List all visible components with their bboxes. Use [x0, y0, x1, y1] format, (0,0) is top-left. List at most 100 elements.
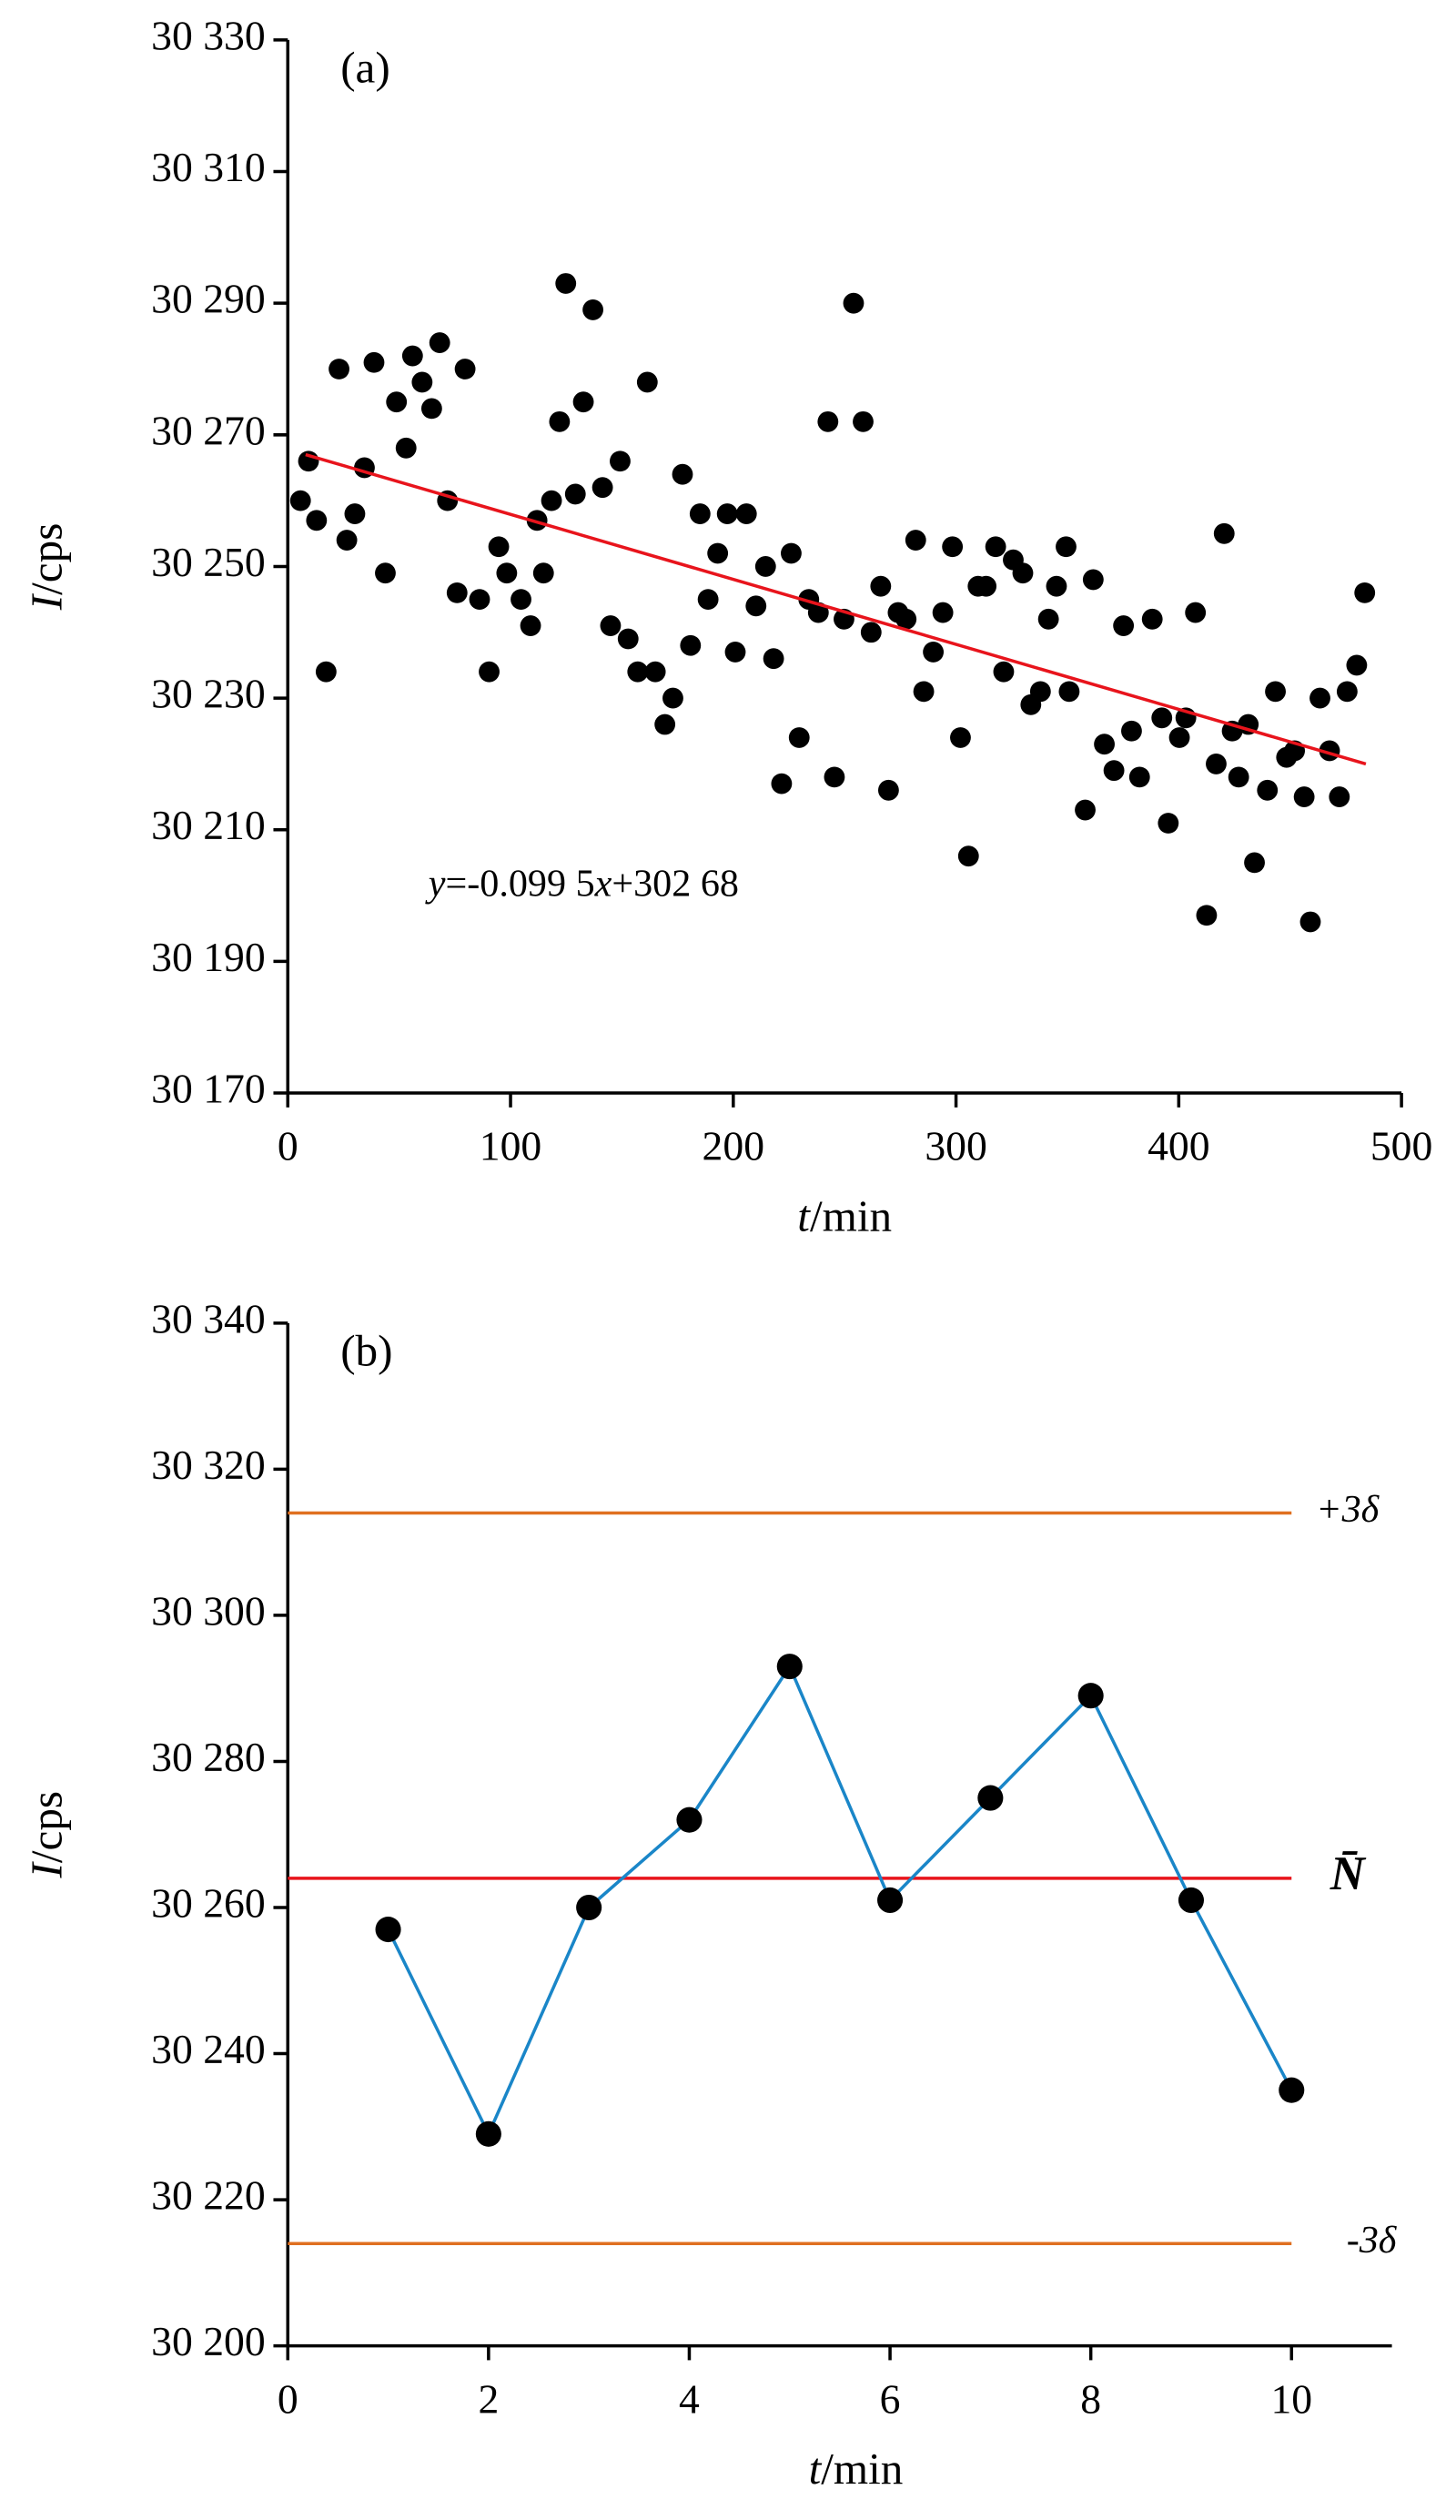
y-tick-label: 30 200	[151, 2318, 266, 2364]
x-axis-label-part: /min	[810, 1191, 892, 1241]
y-tick-label: 30 210	[151, 802, 266, 848]
data-point	[745, 595, 767, 617]
data-point	[1228, 766, 1249, 788]
data-point	[1185, 602, 1207, 623]
data-point	[877, 779, 899, 801]
y-tick-label: 30 310	[151, 144, 266, 190]
data-point	[1151, 707, 1173, 729]
data-point	[555, 273, 577, 294]
data-point	[344, 503, 366, 525]
data-point	[680, 634, 702, 656]
data-point	[1299, 911, 1321, 933]
reference-label: +3δ	[1316, 1488, 1380, 1531]
data-point	[627, 661, 649, 683]
data-point	[976, 575, 997, 597]
x-tick-label: 2	[478, 2375, 499, 2422]
data-point	[375, 1917, 401, 1943]
x-axis-label-part: t	[797, 1191, 811, 1241]
data-point	[411, 371, 433, 393]
data-point	[511, 589, 531, 611]
data-point	[993, 661, 1015, 683]
y-tick-label: 30 220	[151, 2172, 266, 2219]
data-point	[877, 1887, 904, 1914]
data-point	[1168, 727, 1190, 748]
equation-part: +302 68	[612, 862, 739, 905]
data-point	[1075, 799, 1096, 821]
y-tick-label: 30 250	[151, 539, 266, 585]
data-point	[662, 687, 683, 709]
panel-label: (a)	[340, 42, 390, 92]
data-point	[1196, 905, 1218, 926]
data-point	[1141, 608, 1163, 630]
data-point	[1354, 582, 1376, 603]
data-point	[306, 510, 328, 531]
data-point	[375, 562, 396, 584]
data-point	[1257, 779, 1279, 801]
x-tick-label: 0	[278, 2375, 298, 2422]
y-tick-label: 30 270	[151, 407, 266, 453]
data-point	[1346, 654, 1368, 676]
data-point	[1206, 754, 1227, 774]
data-point	[676, 1807, 703, 1833]
data-point	[363, 351, 385, 373]
data-point	[420, 398, 442, 420]
equation: y=-0.099 5x+302 68	[425, 862, 739, 905]
data-point	[576, 1894, 602, 1921]
x-axis-label-part: t	[809, 2444, 823, 2494]
y-tick-label: 30 340	[151, 1295, 266, 1341]
data-point	[386, 391, 408, 413]
data-point	[860, 622, 882, 643]
x-axis-label: t/min	[797, 1191, 892, 1241]
x-tick-label: 200	[703, 1123, 764, 1169]
data-point	[1121, 720, 1142, 742]
x-axis-label-part: /min	[821, 2444, 903, 2494]
data-point	[1329, 786, 1350, 807]
data-point	[469, 589, 490, 611]
data-point	[1029, 681, 1051, 703]
data-point	[496, 562, 518, 584]
data-point	[1037, 608, 1059, 630]
data-line	[386, 1663, 1293, 2138]
data-point	[735, 503, 757, 525]
x-tick-label: 300	[925, 1123, 986, 1169]
data-point	[1309, 687, 1330, 709]
data-point	[564, 483, 586, 505]
data-point	[1178, 1887, 1205, 1914]
data-point	[644, 661, 666, 683]
data-point	[1077, 1683, 1104, 1709]
data-point	[610, 450, 631, 472]
data-point	[532, 562, 554, 584]
data-point	[771, 773, 793, 794]
data-point	[781, 542, 802, 564]
data-point	[1213, 522, 1235, 544]
chart-panel: 30 170 30 190 30 210 30 230 30 250 30 270 30 2…	[22, 12, 1433, 1240]
data-point	[315, 661, 337, 683]
y-axis-label: I/cps	[22, 523, 72, 612]
data-point	[932, 602, 954, 623]
x-axis-label: t/min	[809, 2444, 904, 2494]
data-point	[977, 1785, 1004, 1811]
x-tick-label: 400	[1148, 1123, 1209, 1169]
y-tick-label: 30 290	[151, 276, 266, 322]
data-point	[1113, 615, 1135, 636]
data-point	[1244, 852, 1265, 874]
data-point	[401, 345, 423, 367]
data-point	[336, 530, 358, 551]
data-point	[1056, 536, 1077, 558]
chart-panel: 30 200 30 220 30 240 30 260 30 280 30 300 30 3…	[22, 1295, 1398, 2494]
data-point	[672, 463, 693, 485]
x-tick-label: 0	[278, 1123, 298, 1169]
reference-label: -3δ	[1347, 2219, 1398, 2262]
panel-label: (b)	[340, 1325, 392, 1375]
data-point	[446, 582, 468, 603]
data-point	[1046, 575, 1067, 597]
data-point	[572, 391, 594, 413]
data-point	[488, 536, 510, 558]
data-point	[724, 642, 746, 663]
data-point	[923, 642, 945, 663]
data-point	[853, 410, 874, 432]
data-point	[654, 713, 676, 735]
y-axis-label-part: I	[22, 1861, 72, 1879]
